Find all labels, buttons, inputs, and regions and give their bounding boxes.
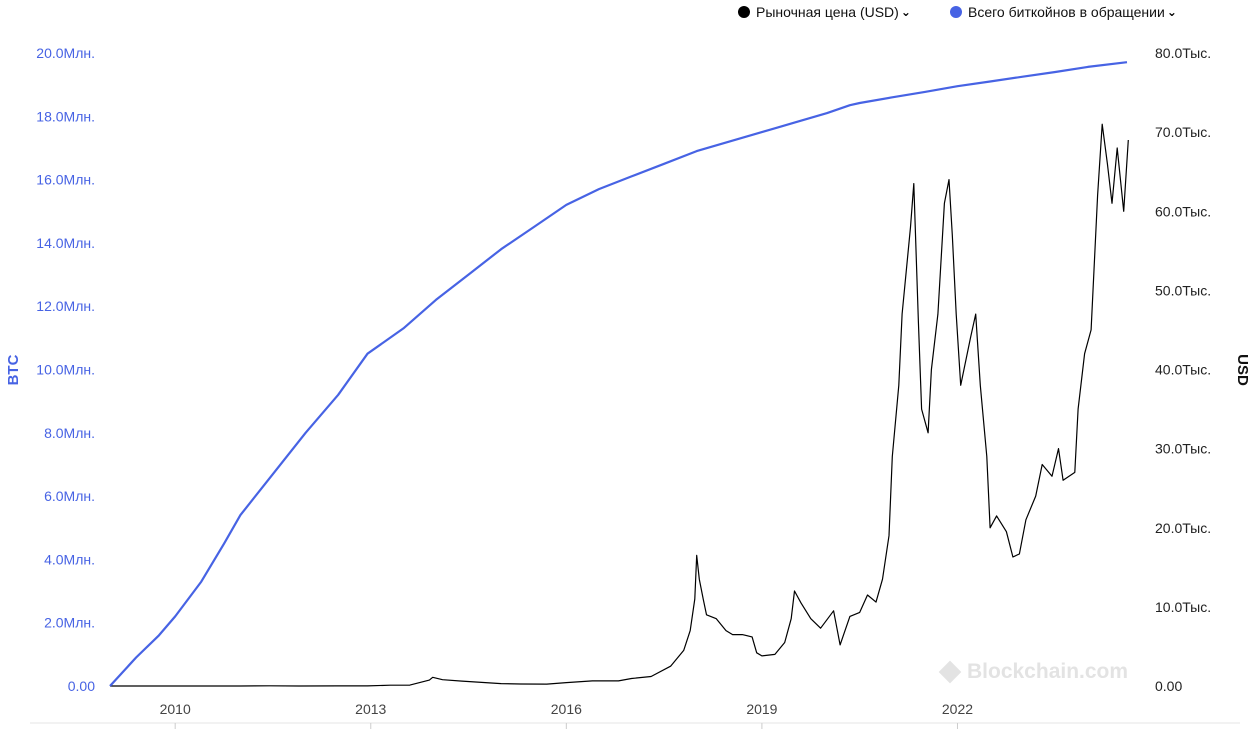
left-tick-label: 18.0Млн. (36, 108, 95, 124)
left-axis-label: BTC (5, 354, 22, 385)
right-tick-label: 70.0Тыс. (1155, 124, 1211, 140)
left-tick-label: 8.0Млн. (44, 425, 95, 441)
blockchain-logo-icon (938, 660, 962, 684)
left-tick-label: 6.0Млн. (44, 488, 95, 504)
right-tick-label: 80.0Тыс. (1155, 45, 1211, 61)
x-tick-label: 2013 (355, 701, 386, 717)
price-legend-dot (738, 6, 750, 18)
supply-legend-dot (950, 6, 962, 18)
series-line-price (110, 123, 1129, 687)
chevron-down-icon[interactable]: ⌄ (1166, 5, 1177, 19)
x-tick-label: 2022 (942, 701, 973, 717)
left-tick-label: 16.0Млн. (36, 172, 95, 188)
x-tick-label: 2016 (551, 701, 582, 717)
left-tick-label: 2.0Млн. (44, 615, 95, 631)
x-tick-label: 2019 (746, 701, 777, 717)
right-tick-label: 30.0Тыс. (1155, 441, 1211, 457)
legend-item-price[interactable]: Рыночная цена (USD) ⌄ (738, 4, 911, 20)
series-line-supply (109, 61, 1128, 687)
left-tick-label: 14.0Млн. (36, 235, 95, 251)
price-legend-label: Рыночная цена (USD) (756, 4, 899, 20)
chevron-down-icon[interactable]: ⌄ (900, 5, 911, 19)
x-axis-ticks: 2010 2013 2016 2019 2022 (160, 701, 973, 729)
right-tick-label: 40.0Тыс. (1155, 362, 1211, 378)
watermark-text: Blockchain.com (967, 660, 1129, 683)
right-tick-label: 20.0Тыс. (1155, 520, 1211, 536)
left-tick-label: 4.0Млн. (44, 551, 95, 567)
x-tick-label: 2010 (160, 701, 191, 717)
right-tick-label: 10.0Тыс. (1155, 599, 1211, 615)
left-tick-label: 20.0Млн. (36, 45, 95, 61)
right-tick-label: 0.00 (1155, 678, 1182, 694)
supply-legend-label: Всего биткойнов в обращении (968, 4, 1165, 20)
right-axis-label: USD (1234, 354, 1251, 386)
right-tick-label: 50.0Тыс. (1155, 282, 1211, 298)
right-axis-ticks: 0.00 10.0Тыс. 20.0Тыс. 30.0Тыс. 40.0Тыс. 50.0… (1155, 45, 1211, 694)
left-tick-label: 12.0Млн. (36, 298, 95, 314)
legend-item-supply[interactable]: Всего биткойнов в обращении ⌄ (950, 4, 1177, 20)
blockchain-watermark: Blockchain.com (938, 660, 1129, 684)
left-tick-label: 10.0Млн. (36, 362, 95, 378)
right-tick-label: 60.0Тыс. (1155, 203, 1211, 219)
left-axis-ticks: 0.00 2.0Млн. 4.0Млн. 6.0Млн. 8.0Млн. 10.0Млн.… (36, 45, 95, 694)
left-tick-label: 0.00 (68, 678, 95, 694)
